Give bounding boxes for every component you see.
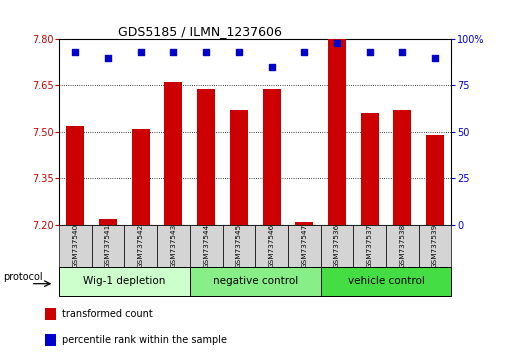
Bar: [92, 225, 125, 267]
Bar: [255, 225, 288, 267]
Bar: [386, 225, 419, 267]
Text: GSM737539: GSM737539: [432, 224, 438, 268]
Bar: [45, 308, 56, 320]
Text: GSM737541: GSM737541: [105, 224, 111, 268]
Point: [136, 49, 145, 55]
Bar: [124, 225, 157, 267]
Text: GSM737542: GSM737542: [138, 224, 144, 268]
Bar: [165, 82, 183, 225]
Bar: [353, 225, 386, 267]
Text: negative control: negative control: [212, 276, 298, 286]
Bar: [321, 267, 451, 296]
Point: [267, 64, 275, 70]
Text: GSM737540: GSM737540: [72, 224, 78, 268]
Text: GSM737544: GSM737544: [203, 224, 209, 268]
Bar: [197, 88, 215, 225]
Text: Wig-1 depletion: Wig-1 depletion: [83, 276, 166, 286]
Bar: [328, 39, 346, 225]
Bar: [393, 110, 411, 225]
Point: [71, 49, 80, 55]
Text: GSM737543: GSM737543: [170, 224, 176, 268]
Text: GDS5185 / ILMN_1237606: GDS5185 / ILMN_1237606: [118, 25, 282, 38]
Point: [398, 49, 406, 55]
Text: GSM737547: GSM737547: [301, 224, 307, 268]
Bar: [45, 334, 56, 346]
Point: [202, 49, 210, 55]
Text: GSM737537: GSM737537: [367, 224, 372, 268]
Text: GSM737545: GSM737545: [236, 224, 242, 268]
Text: GSM737546: GSM737546: [269, 224, 274, 268]
Point: [333, 40, 341, 45]
Bar: [361, 113, 379, 225]
Bar: [66, 126, 84, 225]
Bar: [230, 110, 248, 225]
Point: [235, 49, 243, 55]
Bar: [59, 225, 92, 267]
Point: [104, 55, 112, 60]
Bar: [190, 225, 223, 267]
Bar: [419, 225, 451, 267]
Text: percentile rank within the sample: percentile rank within the sample: [62, 335, 227, 345]
Bar: [288, 225, 321, 267]
Point: [431, 55, 439, 60]
Bar: [59, 267, 190, 296]
Bar: [263, 88, 281, 225]
Point: [300, 49, 308, 55]
Bar: [157, 225, 190, 267]
Bar: [99, 219, 117, 225]
Text: protocol: protocol: [3, 272, 43, 282]
Bar: [321, 225, 353, 267]
Text: vehicle control: vehicle control: [348, 276, 424, 286]
Bar: [132, 129, 150, 225]
Bar: [295, 222, 313, 225]
Text: GSM737536: GSM737536: [334, 224, 340, 268]
Text: transformed count: transformed count: [62, 309, 153, 319]
Point: [366, 49, 374, 55]
Bar: [426, 135, 444, 225]
Text: GSM737538: GSM737538: [400, 224, 405, 268]
Bar: [223, 225, 255, 267]
Point: [169, 49, 177, 55]
Bar: [190, 267, 321, 296]
